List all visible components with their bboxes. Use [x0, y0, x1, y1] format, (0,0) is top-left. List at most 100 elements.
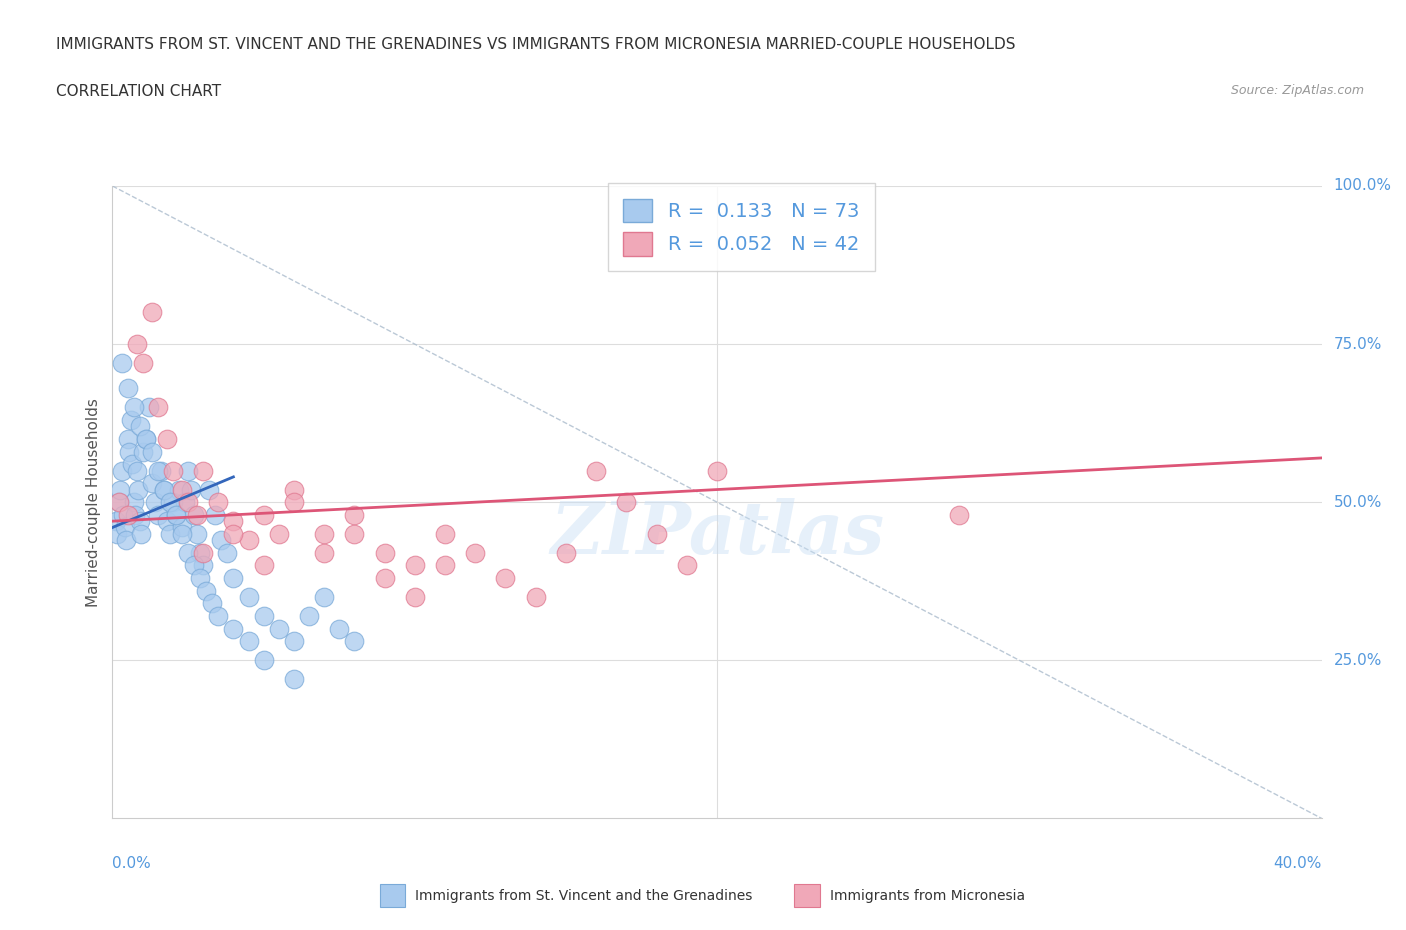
- Point: [162, 495, 184, 510]
- Point: [177, 545, 200, 560]
- Point: [676, 558, 699, 573]
- Point: [222, 526, 245, 541]
- Point: [283, 495, 305, 510]
- Point: [948, 508, 970, 523]
- Point: [118, 445, 141, 459]
- Point: [108, 482, 131, 497]
- Point: [112, 508, 135, 523]
- Point: [159, 526, 181, 541]
- Point: [122, 495, 145, 510]
- Point: [132, 355, 155, 370]
- Point: [314, 545, 336, 560]
- Text: Immigrants from Micronesia: Immigrants from Micronesia: [830, 888, 1025, 903]
- Point: [328, 621, 350, 636]
- Point: [159, 495, 181, 510]
- Point: [298, 608, 321, 623]
- Point: [127, 482, 149, 497]
- Point: [616, 495, 638, 510]
- Point: [404, 558, 426, 573]
- Point: [217, 545, 239, 560]
- Text: 50.0%: 50.0%: [1334, 495, 1382, 510]
- Point: [128, 418, 150, 433]
- Point: [183, 558, 205, 573]
- Point: [198, 482, 221, 497]
- Point: [104, 513, 127, 528]
- Point: [146, 463, 169, 478]
- Point: [201, 596, 224, 611]
- Point: [115, 533, 138, 548]
- Point: [174, 495, 197, 510]
- Point: [165, 508, 187, 523]
- Point: [191, 545, 215, 560]
- Point: [156, 513, 179, 528]
- Point: [165, 508, 187, 523]
- Point: [146, 508, 169, 523]
- Text: IMMIGRANTS FROM ST. VINCENT AND THE GRENADINES VS IMMIGRANTS FROM MICRONESIA MAR: IMMIGRANTS FROM ST. VINCENT AND THE GREN…: [56, 37, 1015, 52]
- Point: [283, 671, 305, 686]
- Point: [117, 381, 139, 396]
- Point: [186, 508, 208, 523]
- Point: [114, 520, 136, 535]
- Point: [138, 400, 160, 415]
- Point: [253, 608, 276, 623]
- Point: [314, 590, 336, 604]
- Point: [183, 508, 205, 523]
- Point: [128, 513, 150, 528]
- Point: [129, 526, 152, 541]
- Y-axis label: Married-couple Households: Married-couple Households: [86, 398, 101, 606]
- Point: [132, 445, 155, 459]
- Text: Source: ZipAtlas.com: Source: ZipAtlas.com: [1230, 84, 1364, 97]
- Point: [253, 558, 276, 573]
- Text: 25.0%: 25.0%: [1334, 653, 1382, 668]
- Point: [120, 413, 142, 428]
- Point: [135, 432, 157, 446]
- Text: 40.0%: 40.0%: [1274, 857, 1322, 871]
- Text: CORRELATION CHART: CORRELATION CHART: [56, 84, 221, 99]
- Text: 0.0%: 0.0%: [112, 857, 152, 871]
- Point: [554, 545, 576, 560]
- Point: [141, 305, 163, 320]
- Point: [524, 590, 547, 604]
- Point: [162, 463, 184, 478]
- Point: [191, 463, 215, 478]
- Text: Immigrants from St. Vincent and the Grenadines: Immigrants from St. Vincent and the Gren…: [415, 888, 752, 903]
- Point: [238, 533, 260, 548]
- Point: [204, 508, 226, 523]
- Point: [283, 634, 305, 649]
- Point: [149, 463, 172, 478]
- Point: [107, 495, 129, 510]
- Point: [141, 445, 163, 459]
- Point: [117, 508, 139, 523]
- Point: [434, 558, 457, 573]
- Point: [125, 463, 148, 478]
- Point: [374, 545, 396, 560]
- Point: [191, 558, 215, 573]
- Point: [122, 400, 145, 415]
- Point: [343, 526, 366, 541]
- Point: [195, 583, 218, 598]
- Point: [177, 495, 200, 510]
- Point: [188, 571, 211, 586]
- Point: [222, 621, 245, 636]
- Point: [267, 621, 290, 636]
- Point: [141, 476, 163, 491]
- Point: [110, 463, 132, 478]
- Point: [110, 355, 132, 370]
- Point: [143, 495, 166, 510]
- Point: [117, 432, 139, 446]
- Point: [706, 463, 728, 478]
- Point: [253, 653, 276, 668]
- Point: [177, 463, 200, 478]
- Point: [153, 482, 176, 497]
- Point: [283, 482, 305, 497]
- Point: [135, 432, 157, 446]
- Point: [343, 508, 366, 523]
- Text: ZIPatlas: ZIPatlas: [550, 498, 884, 569]
- Point: [495, 571, 517, 586]
- Point: [464, 545, 486, 560]
- Point: [170, 482, 193, 497]
- Point: [170, 526, 193, 541]
- Point: [186, 526, 208, 541]
- Point: [222, 571, 245, 586]
- Point: [314, 526, 336, 541]
